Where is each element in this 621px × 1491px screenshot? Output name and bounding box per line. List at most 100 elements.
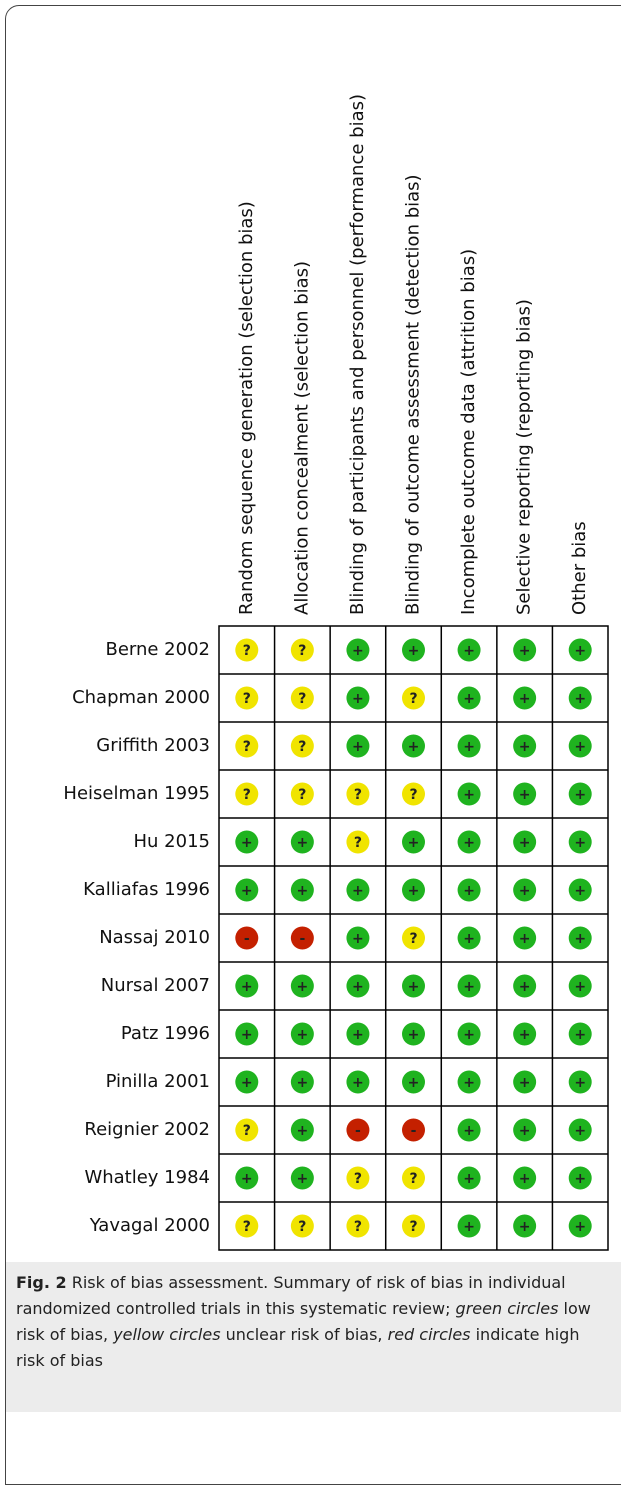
rating-symbol: + (519, 835, 531, 851)
rating-circle (346, 1166, 370, 1190)
rating-symbol: + (463, 1171, 475, 1187)
rating-symbol: + (296, 1171, 308, 1187)
rating-symbol: + (463, 835, 475, 851)
rating-symbol: + (408, 739, 420, 755)
rating-symbol: + (352, 1075, 364, 1091)
rating-symbol: - (244, 931, 250, 947)
rating-circle (290, 1214, 314, 1238)
rating-symbol: - (299, 931, 305, 947)
frame (5, 5, 621, 1485)
rating-symbol: ? (298, 787, 306, 803)
column-header: Other bias (569, 521, 590, 615)
rating-circle (568, 1166, 592, 1190)
rating-circle (513, 686, 537, 710)
rating-symbol: + (463, 1075, 475, 1091)
rating-symbol: + (296, 1075, 308, 1091)
caption-text: unclear risk of bias, (220, 1325, 388, 1344)
rating-circle (457, 1070, 481, 1094)
rating-symbol: + (352, 1027, 364, 1043)
rating-circle (568, 878, 592, 902)
rating-circle (402, 926, 425, 950)
rating-circle (346, 1022, 370, 1046)
rating-circle (457, 926, 481, 950)
study-label: Nursal 2007 (101, 975, 210, 996)
rating-circle (457, 878, 481, 902)
rating-symbol: + (519, 739, 531, 755)
rating-symbol: + (463, 739, 475, 755)
rating-symbol: + (463, 979, 475, 995)
column-header: Selective reporting (reporting bias) (514, 299, 535, 615)
rating-symbol: ? (243, 739, 251, 755)
rating-circle (568, 734, 592, 758)
rating-circle (513, 926, 537, 950)
rating-circle (568, 926, 592, 950)
rating-circle (513, 1070, 537, 1094)
rating-symbol: + (574, 1123, 586, 1139)
rating-symbol: + (352, 979, 364, 995)
rating-circle (457, 638, 481, 662)
column-header: Incomplete outcome data (attrition bias) (458, 249, 479, 615)
rating-circle (235, 1022, 259, 1046)
rating-symbol: + (241, 1027, 253, 1043)
rating-symbol: ? (243, 1123, 251, 1139)
rating-circle (346, 638, 370, 662)
study-label: Hu 2015 (134, 831, 210, 852)
rating-circle (290, 1118, 314, 1142)
rating-circle (513, 1118, 537, 1142)
rating-symbol: + (463, 691, 475, 707)
rating-circle (402, 1118, 425, 1142)
study-label: Reignier 2002 (84, 1119, 210, 1140)
rating-circle (235, 878, 259, 902)
rating-symbol: + (408, 835, 420, 851)
rating-circle (235, 638, 259, 662)
rating-circle (568, 638, 592, 662)
rating-symbol: + (574, 1027, 586, 1043)
rating-circle (457, 734, 481, 758)
caption-text: indicate high risk of bias (16, 1325, 580, 1370)
rating-circle (457, 830, 481, 854)
rating-symbol: + (463, 883, 475, 899)
study-label: Whatley 1984 (84, 1167, 210, 1188)
rating-symbol: ? (243, 691, 251, 707)
study-label: Kalliafas 1996 (83, 879, 210, 900)
rating-circle (346, 1070, 370, 1094)
rating-circle (402, 686, 425, 710)
rating-circle (235, 974, 259, 998)
rating-circle (568, 686, 592, 710)
rating-circle (568, 1214, 592, 1238)
rating-symbol: + (408, 1075, 420, 1091)
rating-symbol: ? (409, 787, 417, 803)
rating-circle (235, 830, 259, 854)
rating-circle (235, 926, 259, 950)
rating-symbol: ? (298, 1219, 306, 1235)
rating-symbol: ? (409, 1171, 417, 1187)
rating-circle (402, 1214, 425, 1238)
rating-symbol: + (296, 883, 308, 899)
rating-symbol: + (463, 787, 475, 803)
caption-text: low risk of bias, (16, 1299, 591, 1344)
rating-symbol: + (574, 1075, 586, 1091)
rating-circle (290, 830, 314, 854)
study-label: Chapman 2000 (72, 687, 210, 708)
rating-symbol: - (355, 1123, 361, 1139)
study-label: Berne 2002 (105, 639, 210, 660)
rating-symbol: + (463, 1219, 475, 1235)
rating-symbol: + (519, 1123, 531, 1139)
rating-symbol: + (241, 979, 253, 995)
rating-symbol: + (352, 691, 364, 707)
rating-circle (346, 686, 370, 710)
rating-symbol: ? (409, 691, 417, 707)
rating-symbol: ? (354, 787, 362, 803)
rating-symbol: ? (243, 787, 251, 803)
rating-symbol: + (574, 643, 586, 659)
rating-symbol: + (519, 931, 531, 947)
rating-symbol: + (574, 1219, 586, 1235)
rating-circle (402, 638, 425, 662)
rating-symbol: + (519, 691, 531, 707)
rating-symbol: + (296, 979, 308, 995)
rating-circle (290, 782, 314, 806)
rating-circle (513, 974, 537, 998)
rating-circle (513, 1166, 537, 1190)
study-label: Heiselman 1995 (63, 783, 210, 804)
